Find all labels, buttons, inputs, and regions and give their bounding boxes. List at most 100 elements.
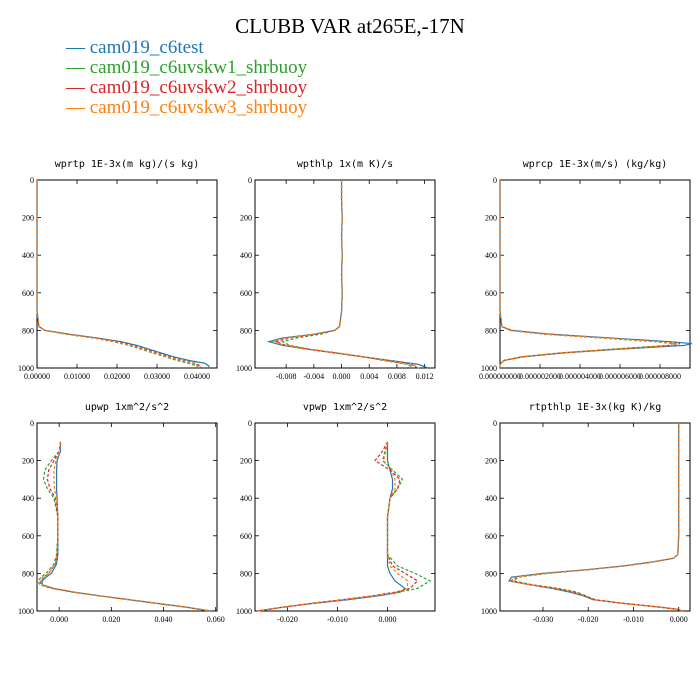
series-line <box>36 180 200 368</box>
chart-title: wpthlp 1x(m K)/s <box>297 159 393 170</box>
series-line <box>257 441 419 612</box>
chart-panel: rtpthlp 1E-3x(kg K)/kg 0 200 400 600 800 1000 -… <box>481 402 691 624</box>
y-tick-label: 600 <box>485 532 497 541</box>
x-tick-label: 0.000 <box>670 615 688 624</box>
series-line <box>257 441 409 612</box>
y-tick-label: 0 <box>248 176 252 185</box>
plot-frame <box>499 422 691 612</box>
y-tick-label: 0 <box>493 419 497 428</box>
y-tick-label: 800 <box>485 569 497 578</box>
y-tick-label: 200 <box>240 214 252 223</box>
chart-panel: wprtp 1E-3x(m kg)/(s kg) 0 200 400 600 800 100… <box>18 159 218 381</box>
plot-frame <box>36 179 218 369</box>
series-line <box>257 441 432 612</box>
x-tick-label: 0.008 <box>388 372 406 381</box>
y-tick-label: 0 <box>493 176 497 185</box>
y-tick-label: 600 <box>485 289 497 298</box>
chart-title: upwp 1xm^2/s^2 <box>85 402 169 413</box>
y-tick-label: 200 <box>22 457 34 466</box>
x-tick-label: -0.010 <box>327 615 348 624</box>
y-tick-label: 1000 <box>18 607 34 616</box>
y-tick-label: 0 <box>30 419 34 428</box>
y-tick-label: 400 <box>22 494 34 503</box>
x-tick-label: 0.040 <box>155 615 173 624</box>
y-tick-label: 800 <box>240 569 252 578</box>
y-tick-label: 1000 <box>236 607 252 616</box>
y-tick-label: 200 <box>485 457 497 466</box>
legend-text: — cam019_c6uvskw2_shrbuoy <box>66 77 308 98</box>
y-tick-label: 0 <box>248 419 252 428</box>
x-tick-label: 0.000002000 <box>519 372 561 381</box>
y-tick-label: 200 <box>485 214 497 223</box>
chart-panel: vpwp 1xm^2/s^2 0 200 400 600 800 1000 -0.020 -0.… <box>236 402 436 624</box>
y-tick-label: 800 <box>485 326 497 335</box>
series-line <box>270 180 420 369</box>
y-tick-label: 0 <box>30 176 34 185</box>
series-line <box>36 180 202 368</box>
x-tick-label: 0.000 <box>379 615 397 624</box>
series-line <box>40 441 211 612</box>
x-tick-label: -0.020 <box>578 615 599 624</box>
y-tick-label: 800 <box>240 326 252 335</box>
y-tick-label: 1000 <box>481 607 497 616</box>
chart-panel: wpthlp 1x(m K)/s 0 200 400 600 800 1000 -0.008-… <box>236 159 436 381</box>
series-line <box>509 423 684 612</box>
plot-frame <box>36 422 218 612</box>
y-tick-label: 1000 <box>18 364 34 373</box>
series-line <box>499 180 679 368</box>
legend-item: — cam019_c6uvskw1_shrbuoy <box>66 58 307 78</box>
legend: — cam019_c6test — cam019_c6uvskw1_shrbuo… <box>66 38 307 118</box>
legend-text: — cam019_c6uvskw1_shrbuoy <box>66 57 308 78</box>
y-tick-label: 400 <box>22 251 34 260</box>
x-tick-label: 0.000 <box>50 615 68 624</box>
x-tick-label: -0.004 <box>304 372 325 381</box>
x-tick-label: -0.010 <box>623 615 644 624</box>
series-line <box>257 441 406 612</box>
y-tick-label: 1000 <box>481 364 497 373</box>
legend-text: — cam019_c6test <box>66 37 204 58</box>
series-line <box>509 423 684 612</box>
x-tick-label: 0.060 <box>207 615 225 624</box>
x-tick-label: 0.00000 <box>24 372 50 381</box>
series-line <box>281 180 415 369</box>
x-tick-label: 0.020 <box>102 615 120 624</box>
series-line <box>266 180 429 369</box>
series-line <box>36 180 210 368</box>
plot-frame <box>499 179 691 369</box>
series-line <box>39 441 211 612</box>
plot-frame <box>254 179 436 369</box>
x-tick-label: 0.000004000 <box>559 372 601 381</box>
plot-frame <box>254 422 436 612</box>
y-tick-label: 600 <box>240 289 252 298</box>
series-line <box>508 423 684 612</box>
x-tick-label: -0.020 <box>277 615 298 624</box>
series-line <box>512 423 684 612</box>
y-tick-label: 200 <box>22 214 34 223</box>
chart-title: wprcp 1E-3x(m/s) (kg/kg) <box>523 159 668 170</box>
y-tick-label: 400 <box>240 251 252 260</box>
x-tick-label: 0.000008000 <box>639 372 681 381</box>
y-tick-label: 600 <box>22 289 34 298</box>
chart-panel: upwp 1xm^2/s^2 0 200 400 600 800 1000 0.000 0.02… <box>18 402 225 624</box>
chart-title: rtpthlp 1E-3x(kg K)/kg <box>529 402 661 413</box>
x-tick-label: 0.000006000 <box>599 372 641 381</box>
y-tick-label: 400 <box>485 494 497 503</box>
legend-item: — cam019_c6uvskw3_shrbuoy <box>66 98 307 118</box>
x-tick-label: -0.008 <box>276 372 297 381</box>
series-line <box>37 441 211 612</box>
series-line <box>273 180 418 369</box>
series-line <box>41 441 211 612</box>
legend-item: — cam019_c6uvskw2_shrbuoy <box>66 78 307 98</box>
y-tick-label: 200 <box>240 457 252 466</box>
y-tick-label: 400 <box>240 494 252 503</box>
chart-panel: wprcp 1E-3x(m/s) (kg/kg) 0 200 400 600 800 100… <box>479 159 693 381</box>
y-tick-label: 1000 <box>236 364 252 373</box>
x-tick-label: 0.04000 <box>184 372 210 381</box>
x-tick-label: 0.02000 <box>104 372 130 381</box>
series-line <box>499 180 693 368</box>
series-line <box>36 180 198 368</box>
x-tick-label: 0.01000 <box>64 372 90 381</box>
y-tick-label: 800 <box>22 326 34 335</box>
series-line <box>499 180 681 368</box>
